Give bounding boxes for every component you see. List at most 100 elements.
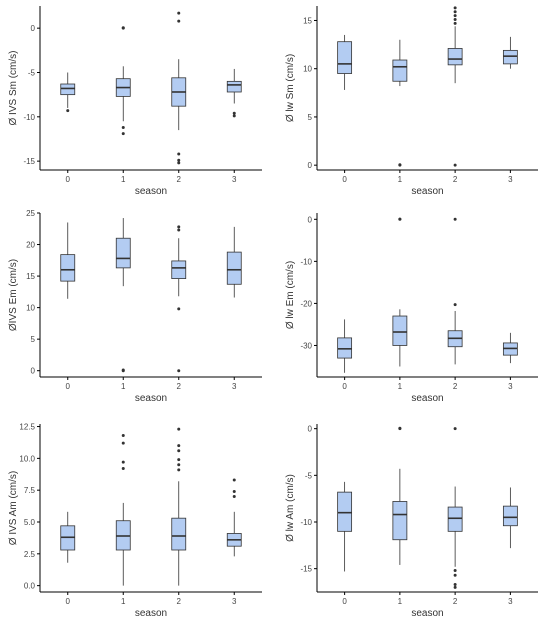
outlier-point (177, 463, 181, 467)
x-tick-label: 0 (66, 597, 71, 606)
outlier-point (177, 369, 181, 373)
box-season-0 (337, 319, 353, 373)
box-season-1 (115, 433, 131, 586)
box-season-2 (447, 427, 463, 589)
chart-panel-2: 0 5 10 15 0 1 2 3 season Ø lw Sm (cm/s) (285, 6, 538, 197)
y-tick-label: 20 (26, 241, 35, 250)
y-tick-label: 5.0 (24, 518, 36, 527)
outlier-point (66, 109, 70, 113)
outlier-point (177, 228, 181, 232)
outlier-point (177, 468, 181, 472)
y-axis-title: Ø lw Am (cm/s) (285, 474, 296, 542)
outlier-point (121, 460, 125, 464)
outlier-point (453, 569, 457, 573)
y-tick-label: 15 (303, 16, 312, 25)
x-tick-label: 0 (342, 382, 347, 391)
y-tick-label: 7.5 (24, 486, 36, 495)
outlier-point (453, 303, 457, 307)
outlier-point (177, 458, 181, 462)
iqr-box (60, 83, 76, 96)
iqr-box (171, 260, 187, 280)
iqr-box (337, 41, 353, 74)
outlier-point (177, 19, 181, 23)
outlier-point (232, 114, 236, 118)
y-tick-label: 0 (308, 215, 313, 224)
x-tick-label: 2 (453, 175, 458, 184)
y-tick-label: 10 (303, 65, 312, 74)
x-tick-label: 3 (232, 175, 237, 184)
x-tick-label: 3 (232, 597, 237, 606)
x-tick-label: 1 (121, 175, 126, 184)
x-tick-label: 2 (177, 597, 182, 606)
x-tick-label: 2 (177, 382, 182, 391)
y-tick-label: -20 (300, 299, 312, 308)
x-tick-label: 1 (398, 597, 403, 606)
x-axis-title: season (135, 608, 167, 619)
outlier-point (121, 368, 125, 372)
iqr-box (392, 501, 408, 541)
y-tick-label: 2.5 (24, 550, 36, 559)
y-tick-label: 10 (26, 304, 35, 313)
outlier-point (177, 444, 181, 448)
box-season-1 (115, 218, 131, 373)
box-season-2 (447, 6, 463, 167)
y-tick-label: 12.5 (19, 423, 35, 432)
outlier-point (121, 433, 125, 437)
box-season-2 (447, 217, 463, 365)
outlier-point (177, 158, 181, 162)
iqr-box (226, 251, 242, 285)
y-tick-label: -10 (300, 257, 312, 266)
outlier-point (398, 217, 402, 221)
outlier-point (453, 6, 457, 10)
iqr-box (447, 506, 463, 532)
x-tick-label: 0 (342, 597, 347, 606)
chart-panel-1: -15 -10 -5 0 0 1 2 3 season Ø IVS Sm (cm/s) (8, 6, 262, 197)
box-season-1 (392, 217, 408, 367)
box-season-2 (171, 11, 187, 165)
x-axis-title: season (135, 186, 167, 197)
outlier-point (177, 449, 181, 453)
iqr-box (60, 254, 76, 282)
iqr-box (337, 337, 353, 359)
box-season-3 (226, 68, 242, 118)
chart-panel-3: 0 5 10 15 20 25 0 1 2 3 season ØIVS Em (cm/s) (8, 209, 262, 404)
chart-panel-5: 0.0 2.5 5.0 7.5 10.0 12.5 0 1 2 3 season Ø IVS Am (… (8, 423, 262, 619)
outlier-point (121, 467, 125, 471)
y-axis-title: Ø IVS Am (cm/s) (8, 471, 19, 545)
y-tick-label: -10 (300, 518, 312, 527)
box-season-0 (60, 511, 76, 563)
outlier-point (453, 18, 457, 22)
y-tick-label: 0 (31, 24, 36, 33)
outlier-point (232, 489, 236, 493)
outlier-point (121, 125, 125, 129)
outlier-point (177, 427, 181, 431)
outlier-point (232, 495, 236, 499)
x-tick-label: 1 (398, 175, 403, 184)
iqr-box (392, 315, 408, 346)
iqr-box (502, 49, 518, 65)
chart-panel-6: -15 -10 -5 0 0 1 2 3 season Ø lw Am (cm/s) (285, 424, 538, 619)
x-tick-label: 3 (508, 175, 513, 184)
outlier-point (121, 26, 125, 30)
outlier-point (453, 21, 457, 25)
y-tick-label: -10 (23, 113, 35, 122)
box-season-0 (60, 72, 76, 113)
outlier-point (453, 427, 457, 431)
x-tick-label: 2 (453, 382, 458, 391)
box-season-3 (226, 226, 242, 298)
x-tick-label: 0 (342, 175, 347, 184)
y-tick-label: 0 (308, 425, 313, 434)
outlier-point (177, 307, 181, 311)
outlier-point (177, 225, 181, 229)
y-axis-title: Ø IVS Sm (cm/s) (8, 51, 19, 126)
outlier-point (398, 163, 402, 167)
iqr-box (115, 237, 131, 269)
box-season-1 (115, 26, 131, 136)
y-axis-title: Ø lw Sm (cm/s) (285, 54, 296, 122)
x-tick-label: 0 (66, 382, 71, 391)
y-tick-label: -5 (305, 471, 313, 480)
outlier-point (453, 573, 457, 577)
box-season-3 (502, 332, 518, 364)
outlier-point (398, 426, 402, 430)
